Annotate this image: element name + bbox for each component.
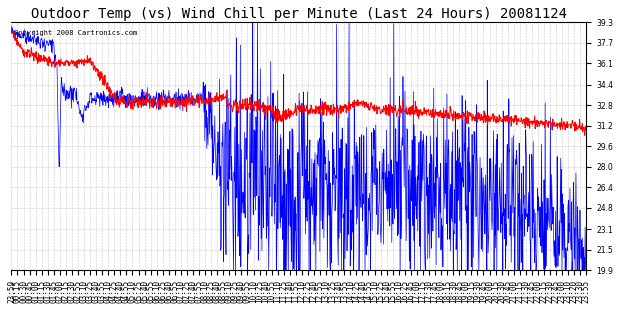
Title: Outdoor Temp (vs) Wind Chill per Minute (Last 24 Hours) 20081124: Outdoor Temp (vs) Wind Chill per Minute … — [31, 7, 567, 21]
Text: Copyright 2008 Cartronics.com: Copyright 2008 Cartronics.com — [14, 29, 138, 36]
